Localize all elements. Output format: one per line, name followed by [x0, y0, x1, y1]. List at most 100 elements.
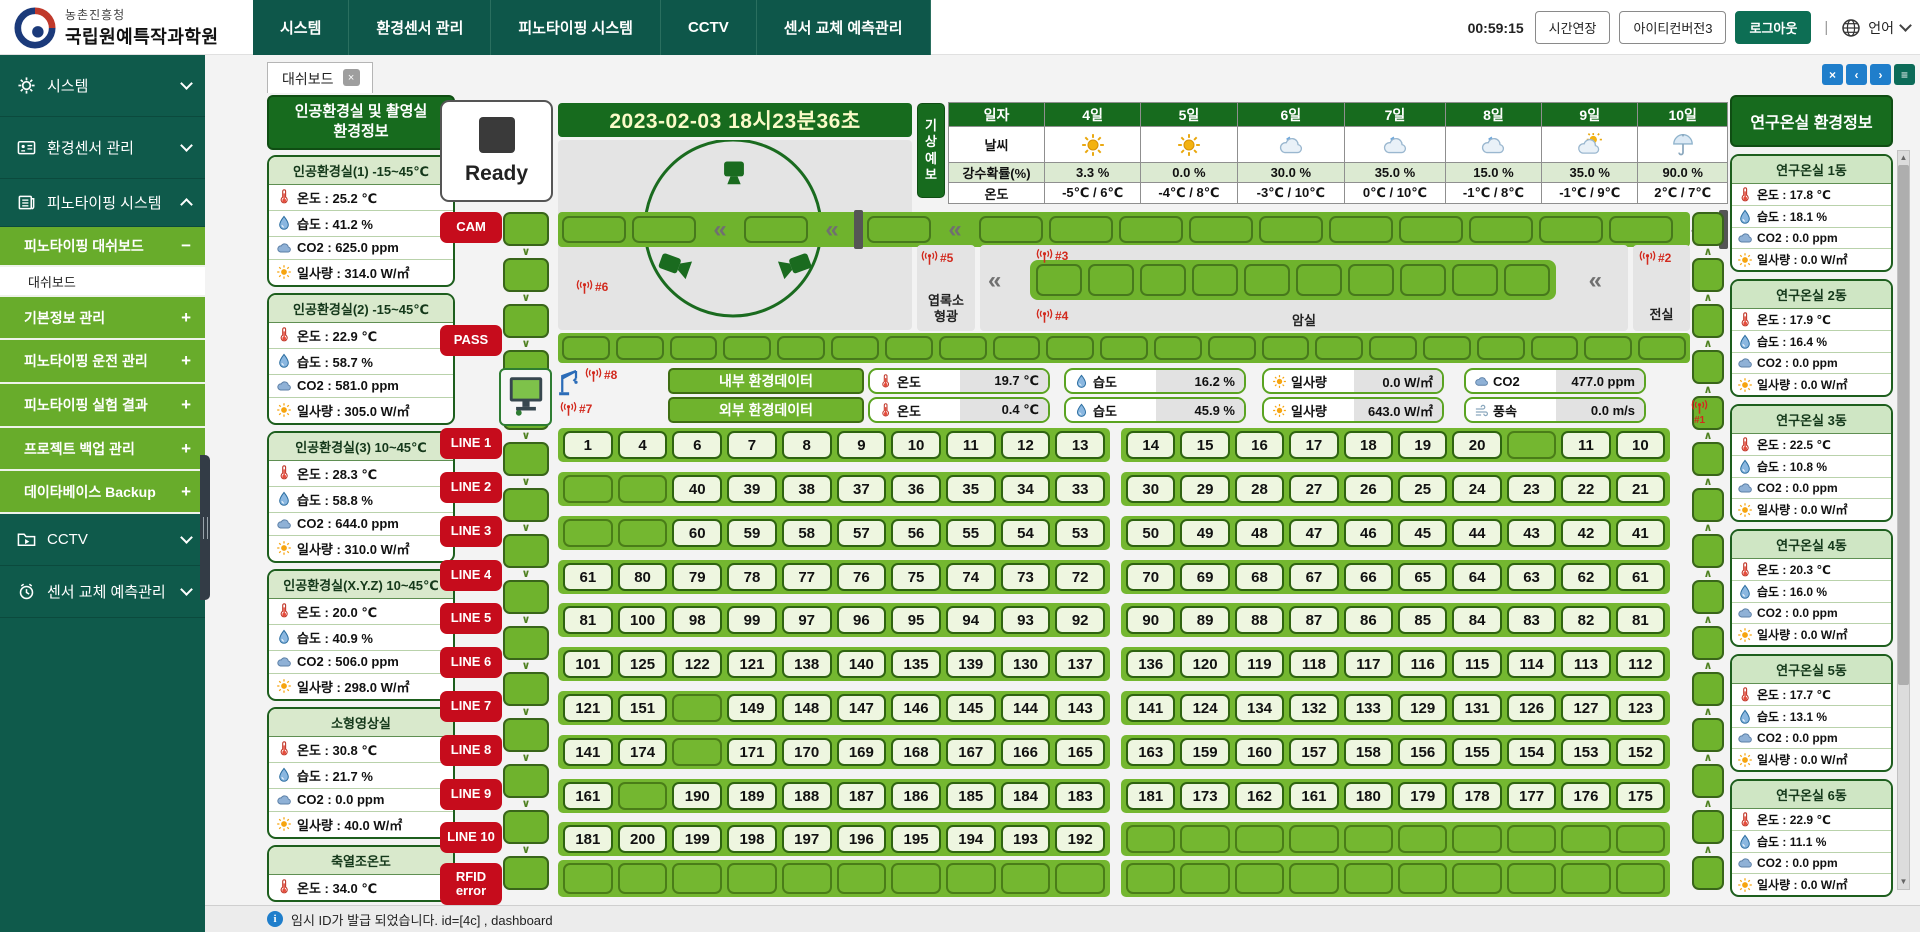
plant-cell[interactable]: 181	[1126, 782, 1176, 810]
plant-cell[interactable]: 37	[836, 475, 887, 503]
scroll-down-icon[interactable]: ▼	[1899, 877, 1908, 886]
line-10-button[interactable]: LINE 10	[440, 822, 502, 853]
plant-cell[interactable]: 67	[1289, 563, 1339, 591]
plant-cell[interactable]: 66	[1343, 563, 1394, 591]
plant-cell[interactable]: 190	[672, 782, 723, 810]
plant-cell[interactable]: 144	[1000, 694, 1051, 722]
plant-cell[interactable]: 155	[1452, 738, 1502, 766]
plant-cell[interactable]: 194	[945, 825, 996, 853]
plant-cell[interactable]: 65	[1398, 563, 1448, 591]
plant-cell[interactable]: 8	[781, 431, 832, 459]
plant-cell[interactable]: 35	[945, 475, 996, 503]
plant-cell[interactable]: 28	[1234, 475, 1285, 503]
plant-cell[interactable]: 45	[1398, 519, 1448, 547]
plant-cell[interactable]: 85	[1398, 606, 1448, 634]
plant-cell[interactable]: 24	[1452, 475, 1502, 503]
plant-cell[interactable]: 127	[1561, 694, 1611, 722]
line-5-button[interactable]: LINE 5	[440, 603, 502, 634]
plant-cell[interactable]: 134	[1234, 694, 1285, 722]
plant-cell[interactable]: 135	[891, 650, 941, 678]
nav-item-0[interactable]: 시스템	[253, 0, 350, 55]
scroll-up-icon[interactable]: ▲	[1899, 153, 1908, 162]
plant-cell[interactable]: 38	[781, 475, 832, 503]
plant-cell[interactable]: 80	[617, 563, 668, 591]
line-8-button[interactable]: LINE 8	[440, 735, 502, 766]
plant-cell[interactable]: 170	[781, 738, 832, 766]
plant-cell[interactable]: 189	[727, 782, 777, 810]
plant-cell[interactable]: 76	[836, 563, 887, 591]
plant-cell[interactable]: 53	[1055, 519, 1106, 547]
plant-cell[interactable]: 17	[1289, 431, 1339, 459]
plant-cell[interactable]: 133	[1343, 694, 1394, 722]
plant-cell[interactable]: 47	[1289, 519, 1339, 547]
plant-cell[interactable]: 113	[1561, 650, 1611, 678]
plant-cell[interactable]: 88	[1234, 606, 1285, 634]
plant-cell[interactable]: 84	[1452, 606, 1502, 634]
plant-cell[interactable]: 69	[1180, 563, 1230, 591]
plant-cell[interactable]: 18	[1343, 431, 1394, 459]
plant-cell[interactable]: 81	[563, 606, 613, 634]
plant-cell[interactable]: 160	[1234, 738, 1285, 766]
plant-cell[interactable]: 140	[836, 650, 887, 678]
plant-cell[interactable]: 60	[672, 519, 723, 547]
plant-cell[interactable]: 146	[891, 694, 941, 722]
plant-cell[interactable]: 34	[1000, 475, 1051, 503]
plant-cell[interactable]: 33	[1055, 475, 1106, 503]
sidebar-subitem-4[interactable]: 대쉬보드	[0, 267, 205, 297]
plant-cell[interactable]: 180	[1343, 782, 1394, 810]
plant-cell[interactable]: 120	[1180, 650, 1230, 678]
line-1-button[interactable]: LINE 1	[440, 428, 502, 459]
close-button[interactable]: ×	[1822, 64, 1843, 85]
plant-cell[interactable]: 159	[1180, 738, 1230, 766]
plant-cell[interactable]: 87	[1289, 606, 1339, 634]
sidebar-collapse-handle[interactable]	[200, 455, 210, 600]
plant-cell[interactable]: 147	[836, 694, 887, 722]
plant-cell[interactable]: 101	[563, 650, 613, 678]
plant-cell[interactable]: 27	[1289, 475, 1339, 503]
plant-cell[interactable]: 193	[1000, 825, 1051, 853]
plant-cell[interactable]: 116	[1398, 650, 1448, 678]
plant-cell[interactable]: 131	[1452, 694, 1502, 722]
plant-cell[interactable]: 174	[617, 738, 668, 766]
plant-cell[interactable]: 49	[1180, 519, 1230, 547]
plant-cell[interactable]: 161	[1289, 782, 1339, 810]
plant-cell[interactable]: 154	[1506, 738, 1557, 766]
plant-cell[interactable]: 82	[1561, 606, 1611, 634]
plant-cell[interactable]: 166	[1000, 738, 1051, 766]
plant-cell[interactable]: 98	[672, 606, 723, 634]
pass-button[interactable]: PASS	[440, 325, 502, 356]
plant-cell[interactable]: 43	[1506, 519, 1557, 547]
plant-cell[interactable]: 119	[1234, 650, 1285, 678]
tab-close-icon[interactable]: ×	[342, 69, 360, 86]
plant-cell[interactable]: 36	[891, 475, 941, 503]
plant-cell[interactable]: 184	[1000, 782, 1051, 810]
plant-cell[interactable]: 12	[1000, 431, 1051, 459]
plant-cell[interactable]: 78	[727, 563, 777, 591]
plant-cell[interactable]: 141	[563, 738, 613, 766]
plant-cell[interactable]: 95	[891, 606, 941, 634]
plant-cell[interactable]: 143	[1055, 694, 1106, 722]
plant-cell[interactable]: 74	[945, 563, 996, 591]
plant-cell[interactable]: 44	[1452, 519, 1502, 547]
plant-cell[interactable]: 21	[1615, 475, 1666, 503]
plant-cell[interactable]: 63	[1506, 563, 1557, 591]
plant-cell[interactable]: 115	[1452, 650, 1502, 678]
plant-cell[interactable]: 129	[1398, 694, 1448, 722]
plant-cell[interactable]: 112	[1615, 650, 1666, 678]
prev-button[interactable]: ‹	[1846, 64, 1867, 85]
plant-cell[interactable]: 130	[1000, 650, 1051, 678]
cam-button[interactable]: CAM	[440, 212, 502, 243]
nav-item-2[interactable]: 피노타이핑 시스템	[491, 0, 661, 55]
plant-cell[interactable]: 64	[1452, 563, 1502, 591]
rfid-error-button[interactable]: RFID error	[440, 863, 502, 905]
plant-cell[interactable]: 29	[1180, 475, 1230, 503]
plant-cell[interactable]: 9	[836, 431, 887, 459]
right-panel-scrollbar[interactable]: ▲ ▼	[1897, 150, 1910, 890]
plant-cell[interactable]: 99	[727, 606, 777, 634]
plant-cell[interactable]: 199	[672, 825, 723, 853]
plant-cell[interactable]: 153	[1561, 738, 1611, 766]
plant-cell[interactable]: 41	[1615, 519, 1666, 547]
plant-cell[interactable]: 197	[781, 825, 832, 853]
account-button[interactable]: 아이티컨버전3	[1619, 11, 1727, 44]
tab-dashboard[interactable]: 대쉬보드 ×	[267, 62, 373, 93]
